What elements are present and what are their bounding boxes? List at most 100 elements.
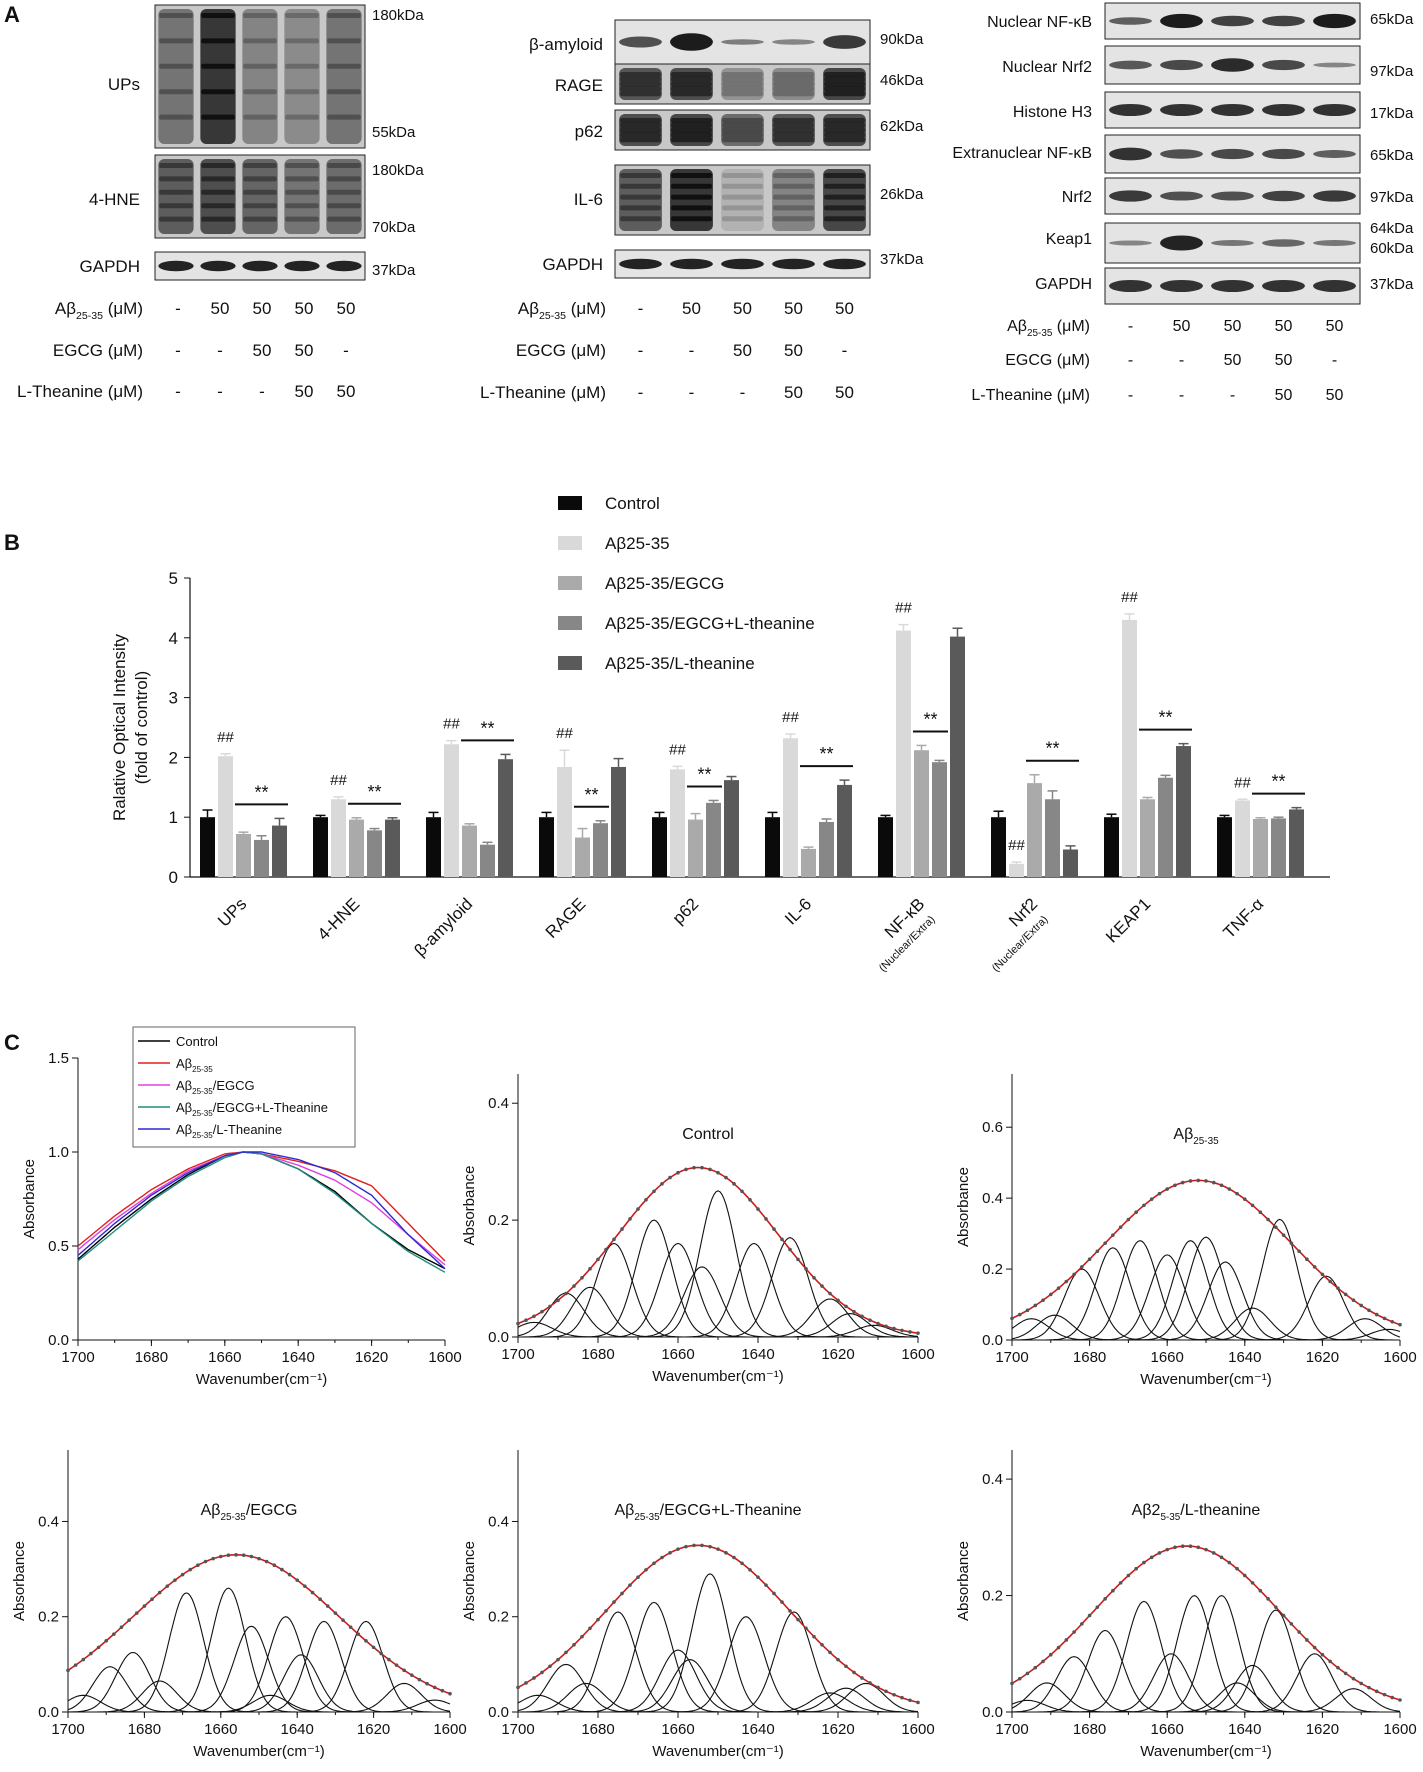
- c-envelope-point: [211, 1556, 215, 1561]
- b-hash-annotation: ##: [443, 716, 460, 733]
- blot-row-subband: [620, 183, 661, 189]
- c-envelope-point: [1188, 1179, 1193, 1183]
- blot-ups-subband: [285, 63, 319, 69]
- c-envelope-point: [1033, 1665, 1038, 1670]
- c-legend-label-sub: 25-35: [192, 1087, 213, 1096]
- c-envelope-point: [732, 1555, 736, 1560]
- blot-row-subband: [620, 216, 661, 222]
- blot-ups-subband: [201, 63, 235, 69]
- c-xlabel: Wavenumber(cm⁻¹): [1140, 1743, 1272, 1760]
- c-envelope-point: [1010, 1681, 1014, 1686]
- b-star-annotation: **: [584, 785, 598, 805]
- kda-label: 180kDa: [372, 162, 424, 179]
- c-component-band: [518, 1298, 918, 1338]
- c-envelope-point: [540, 1309, 544, 1314]
- c-envelope-point: [1126, 1217, 1131, 1222]
- c-series-line: [77, 1151, 446, 1270]
- protein-label-ups: UPs: [108, 75, 140, 94]
- c-xtick-label: 1680: [581, 1721, 614, 1738]
- c-envelope-point: [876, 1685, 880, 1690]
- blot-ups-subband: [285, 38, 319, 44]
- protein-label: RAGE: [555, 76, 603, 95]
- c-envelope-point: [1111, 1588, 1115, 1593]
- blot-row-subband: [773, 91, 814, 97]
- c-envelope-point: [1211, 1551, 1216, 1555]
- blot-row-subband: [824, 173, 865, 178]
- blot-row-subband: [671, 86, 712, 92]
- c-envelope-point: [264, 1559, 269, 1564]
- c-title: Control: [682, 1126, 734, 1143]
- protein-label: Extranuclear NF-κB: [952, 145, 1092, 162]
- c-ytick-label: 0.5: [48, 1238, 69, 1255]
- blot-ups-subband: [159, 63, 193, 69]
- c-envelope-point: [1266, 1597, 1270, 1601]
- c-envelope-point: [1095, 1249, 1100, 1254]
- blot-gapdh-band: [326, 260, 362, 272]
- blot-row-subband: [722, 216, 763, 222]
- c-envelope-point: [104, 1639, 108, 1643]
- b-group-TNF-α: ## ** TNF-α: [1217, 772, 1305, 942]
- c-envelope-point: [876, 1321, 880, 1326]
- blot-row-band: [1313, 13, 1356, 29]
- protein-label: β-amyloid: [529, 35, 603, 54]
- blot-row-band: [619, 258, 662, 270]
- c-envelope-point: [836, 1298, 840, 1303]
- c-envelope-point: [1056, 1645, 1061, 1650]
- c-xtick-label: 1620: [821, 1721, 854, 1738]
- b-bar: [1289, 809, 1304, 877]
- blot-row-subband: [671, 205, 712, 211]
- c-envelope-point: [636, 1575, 640, 1580]
- treatment-value: 50: [1224, 352, 1242, 369]
- c-xtick-label: 1680: [128, 1721, 161, 1738]
- treatment-label-rest: (μM): [566, 299, 606, 318]
- c-envelope-point: [812, 1275, 816, 1280]
- c-envelope-point: [860, 1676, 864, 1680]
- c-envelope-point: [588, 1267, 592, 1271]
- b-ytick-label: 4: [169, 629, 178, 648]
- b-legend-swatch: [558, 576, 582, 590]
- b-bar: [819, 821, 834, 877]
- c-ytick-label: 0.0: [982, 1704, 1003, 1721]
- treatment-value: 50: [835, 383, 854, 402]
- b-bar: [688, 819, 703, 877]
- blot-row-subband: [620, 72, 661, 77]
- c-envelope-point: [828, 1650, 832, 1655]
- c-envelope-point: [748, 1197, 752, 1202]
- blot-row-band: [1160, 191, 1203, 201]
- c-envelope-point: [1103, 1241, 1107, 1245]
- b-ylabel-2: (fold of control): [132, 671, 151, 784]
- b-bar: [236, 833, 251, 877]
- c-envelope-point: [1173, 1545, 1177, 1550]
- c-envelope-point: [325, 1604, 330, 1608]
- c-envelope-point: [1072, 1272, 1076, 1277]
- c-envelope-point: [1111, 1233, 1115, 1237]
- c-envelope-point: [1025, 1671, 1030, 1676]
- b-legend-label: Aβ25-35/EGCG: [605, 574, 724, 593]
- treatment-value: 50: [337, 299, 356, 318]
- blot-ups-lane: [200, 9, 236, 144]
- c-xtick-label: 1700: [61, 1349, 94, 1366]
- treatment-value: 50: [1275, 318, 1293, 335]
- b-category-label: β-amyloid: [411, 894, 477, 960]
- c-component-band: [517, 1292, 918, 1338]
- c-envelope-point: [1297, 1249, 1301, 1254]
- b-group-UPs: ## ** UPs: [200, 729, 288, 931]
- blot-row-band: [1109, 17, 1152, 25]
- c-envelope-point: [112, 1632, 116, 1636]
- blot-row-subband: [671, 194, 712, 200]
- b-bar: [896, 630, 911, 877]
- blot-row-subband: [620, 194, 661, 200]
- c-component-band: [68, 1699, 451, 1713]
- blot-row-subband: [671, 127, 712, 133]
- blot-row-band: [1109, 279, 1152, 293]
- c-xtick-label: 1660: [1151, 1721, 1184, 1738]
- protein-label: GAPDH: [543, 255, 603, 274]
- protein-label: GAPDH: [1035, 276, 1092, 293]
- treatment-label: EGCG (μM): [1005, 352, 1090, 369]
- blot-4hne-subband: [285, 176, 319, 182]
- c-title-base: Aβ: [614, 1502, 634, 1519]
- c-envelope-point: [628, 1583, 632, 1587]
- b-bar: [1104, 817, 1119, 877]
- b-hash-annotation: ##: [556, 725, 573, 742]
- c-legend-label-rest: /EGCG+L-Theanine: [213, 1100, 328, 1115]
